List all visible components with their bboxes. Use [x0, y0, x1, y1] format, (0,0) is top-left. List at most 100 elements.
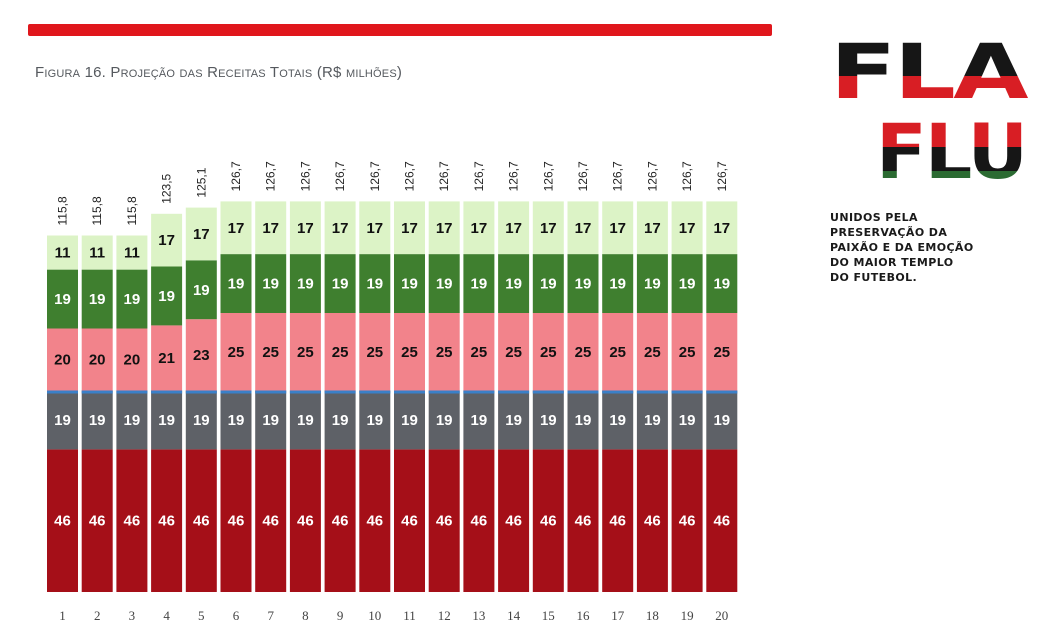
segment-data-label: 25: [228, 344, 245, 361]
segment-data-label: 19: [401, 412, 418, 429]
segment-data-label: 25: [366, 344, 383, 361]
bar-segment: [81, 235, 113, 270]
segment-data-label: 19: [262, 412, 279, 429]
bar-segment-top-line: [255, 390, 287, 394]
slogan-line: DO FUTEBOL.: [830, 271, 918, 284]
segment-data-label: 19: [124, 291, 141, 308]
bar-segment: [567, 254, 599, 313]
total-label: 126,7: [680, 161, 694, 191]
total-label: 115,8: [90, 196, 104, 225]
bar-segment: [359, 390, 391, 450]
segment-data-label: 19: [401, 276, 418, 293]
segment-data-label: 17: [193, 226, 210, 243]
bar-segment: [671, 390, 703, 450]
bar-segment: [706, 449, 738, 592]
segment-data-label: 19: [679, 276, 696, 293]
segment-data-label: 19: [366, 276, 383, 293]
x-tick-label: 8: [302, 608, 309, 623]
bar-segment: [706, 390, 738, 450]
x-tick-label: 20: [715, 608, 728, 623]
segment-data-label: 46: [540, 513, 557, 530]
bar-segment: [255, 449, 287, 592]
total-label: 123,5: [160, 173, 174, 203]
segment-data-label: 46: [124, 513, 141, 530]
segment-data-label: 19: [644, 412, 661, 429]
bar-segment: [567, 313, 599, 391]
slogan-line: PAIXÃO E DA EMOÇÃO: [830, 241, 974, 254]
total-label: 126,7: [437, 161, 451, 191]
segment-data-label: 46: [158, 513, 175, 530]
segment-data-label: 46: [575, 513, 592, 530]
x-tick-label: 18: [646, 608, 659, 623]
bar-segment-top-line: [359, 390, 391, 394]
segment-data-label: 19: [297, 276, 314, 293]
segment-data-label: 19: [228, 412, 245, 429]
segment-data-label: 46: [471, 513, 488, 530]
segment-data-label: 19: [471, 412, 488, 429]
bar-segment: [602, 449, 634, 592]
bar-segment: [289, 201, 321, 255]
bar-segment: [81, 328, 113, 391]
segment-data-label: 25: [575, 344, 592, 361]
bar-segment-top-line: [602, 390, 634, 394]
x-tick-label: 19: [681, 608, 694, 623]
segment-data-label: 19: [713, 276, 730, 293]
x-tick-label: 12: [438, 608, 451, 623]
bar-segment-top-line: [567, 390, 599, 394]
bar-segment: [671, 254, 703, 313]
segment-data-label: 46: [679, 513, 696, 530]
bar-segment: [671, 313, 703, 391]
segment-data-label: 19: [609, 276, 626, 293]
top-red-rule: [28, 24, 772, 36]
segment-data-label: 17: [332, 220, 349, 237]
bar-segment: [532, 254, 564, 313]
segment-data-label: 19: [332, 276, 349, 293]
segment-data-label: 19: [193, 412, 210, 429]
bar-segment: [706, 313, 738, 391]
segment-data-label: 21: [158, 350, 175, 367]
segment-data-label: 17: [505, 220, 522, 237]
segment-data-label: 17: [401, 220, 418, 237]
bar-segment: [532, 201, 564, 255]
slogan-line: DO MAIOR TEMPLO: [830, 256, 954, 269]
bar-segment: [151, 266, 183, 326]
bar-segment: [706, 201, 738, 255]
bar-segment: [47, 269, 78, 329]
segment-data-label: 19: [158, 288, 175, 305]
bar-segment: [151, 213, 183, 267]
segment-data-label: 17: [297, 220, 314, 237]
bar-segment: [671, 201, 703, 255]
bar-segment: [428, 449, 460, 592]
segment-data-label: 46: [228, 513, 245, 530]
segment-data-label: 25: [471, 344, 488, 361]
total-label: 126,7: [715, 161, 729, 191]
bar-segment: [324, 313, 356, 391]
total-label: 126,7: [229, 161, 243, 191]
segment-data-label: 46: [366, 513, 383, 530]
segment-data-label: 17: [679, 220, 696, 237]
segment-data-label: 17: [609, 220, 626, 237]
bar-segment: [428, 254, 460, 313]
segment-data-label: 19: [505, 412, 522, 429]
segment-data-label: 46: [89, 513, 106, 530]
bar-segment: [47, 235, 78, 270]
segment-data-label: 17: [262, 220, 279, 237]
bar-segment-top-line: [289, 390, 321, 394]
bar-segment-top-line: [636, 390, 668, 394]
total-label: 126,7: [403, 161, 417, 191]
total-label: 126,7: [368, 161, 382, 191]
segment-data-label: 17: [575, 220, 592, 237]
segment-data-label: 25: [297, 344, 314, 361]
bar-segment: [289, 449, 321, 592]
segment-data-label: 46: [297, 513, 314, 530]
segment-data-label: 17: [644, 220, 661, 237]
bar-segment: [394, 201, 425, 255]
segment-data-label: 19: [366, 412, 383, 429]
segment-data-label: 19: [609, 412, 626, 429]
segment-data-label: 19: [471, 276, 488, 293]
bar-segment-top-line: [324, 390, 356, 394]
segment-data-label: 25: [436, 344, 453, 361]
segment-data-label: 19: [713, 412, 730, 429]
bar-segment: [394, 254, 425, 313]
segment-data-label: 46: [332, 513, 349, 530]
